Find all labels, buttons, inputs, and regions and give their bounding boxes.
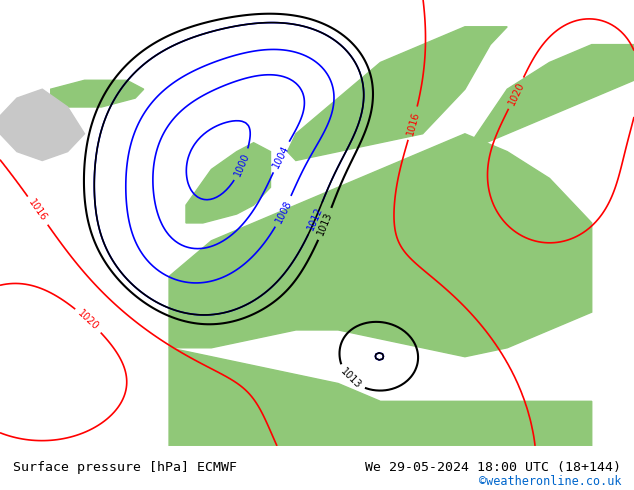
Polygon shape (169, 348, 592, 446)
Text: 1004: 1004 (271, 144, 291, 170)
Text: 1000: 1000 (233, 151, 252, 178)
Text: We 29-05-2024 18:00 UTC (18+144): We 29-05-2024 18:00 UTC (18+144) (365, 462, 621, 474)
Polygon shape (465, 45, 634, 151)
Text: 1020: 1020 (507, 80, 526, 106)
Text: 1016: 1016 (27, 198, 49, 223)
Polygon shape (169, 134, 592, 357)
Polygon shape (51, 80, 144, 107)
Text: 1013: 1013 (338, 367, 363, 391)
Text: ©weatheronline.co.uk: ©weatheronline.co.uk (479, 475, 621, 488)
Polygon shape (287, 27, 507, 161)
Text: 1016: 1016 (404, 110, 421, 136)
Text: 1020: 1020 (76, 308, 101, 332)
Text: 1012: 1012 (306, 205, 325, 232)
Text: Surface pressure [hPa] ECMWF: Surface pressure [hPa] ECMWF (13, 462, 236, 474)
Polygon shape (186, 143, 271, 223)
Text: 1008: 1008 (273, 198, 294, 225)
Polygon shape (0, 89, 84, 161)
Text: 1013: 1013 (316, 211, 334, 237)
